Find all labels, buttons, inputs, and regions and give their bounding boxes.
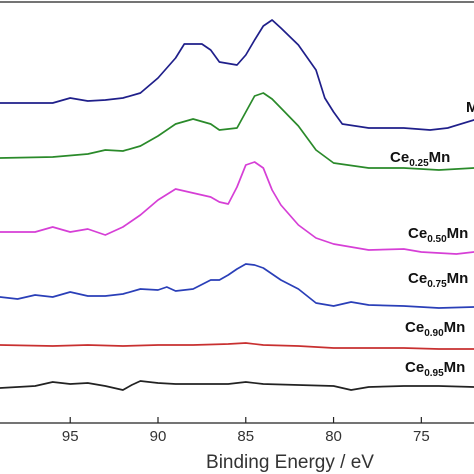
series-label-tail: Mn [447,225,469,242]
series-label-subscript: 0.75 [427,279,447,290]
series-label-subscript: 0.90 [424,328,444,339]
x-tick-label: 75 [413,428,430,445]
series-label-4: Ce0.90Mn [405,319,465,339]
series-label-tail: Mn [444,319,466,336]
series-group [0,19,474,391]
series-label-1: Ce0.25Mn [390,149,450,169]
series-label-main: Ce [405,359,424,376]
series-label-main: Ce [408,225,427,242]
series-label-3: Ce0.75Mn [408,270,468,290]
series-line-3 [0,263,474,309]
series-line-2 [0,161,474,255]
x-tick-label: 80 [325,428,342,445]
x-tick-label: 90 [150,428,167,445]
series-labels: MCe0.25MnCe0.50MnCe0.75MnCe0.90MnCe0.95M… [390,99,474,379]
series-label-0: M [466,99,474,116]
series-label-subscript: 0.50 [427,234,447,245]
series-label-main: Ce [390,149,409,166]
series-label-tail: Mn [444,359,466,376]
series-label-5: Ce0.95Mn [405,359,465,379]
series-label-tail: Mn [447,270,469,287]
series-line-5 [0,380,474,391]
series-label-tail: Mn [429,149,451,166]
series-label-main: Ce [408,270,427,287]
series-label-main: Ce [405,319,424,336]
series-label-2: Ce0.50Mn [408,225,468,245]
series-label-main: M [466,99,474,116]
series-line-0 [0,19,474,131]
series-line-4 [0,342,474,350]
x-tick-label: 95 [62,428,79,445]
series-line-1 [0,92,474,171]
x-axis [0,1,474,424]
x-tick-label: 85 [237,428,254,445]
series-label-subscript: 0.95 [424,368,444,379]
series-label-subscript: 0.25 [409,158,429,169]
x-axis-ticks: 95 90 85 80 75 [62,417,430,445]
x-axis-title: Binding Energy / eV [206,452,374,473]
